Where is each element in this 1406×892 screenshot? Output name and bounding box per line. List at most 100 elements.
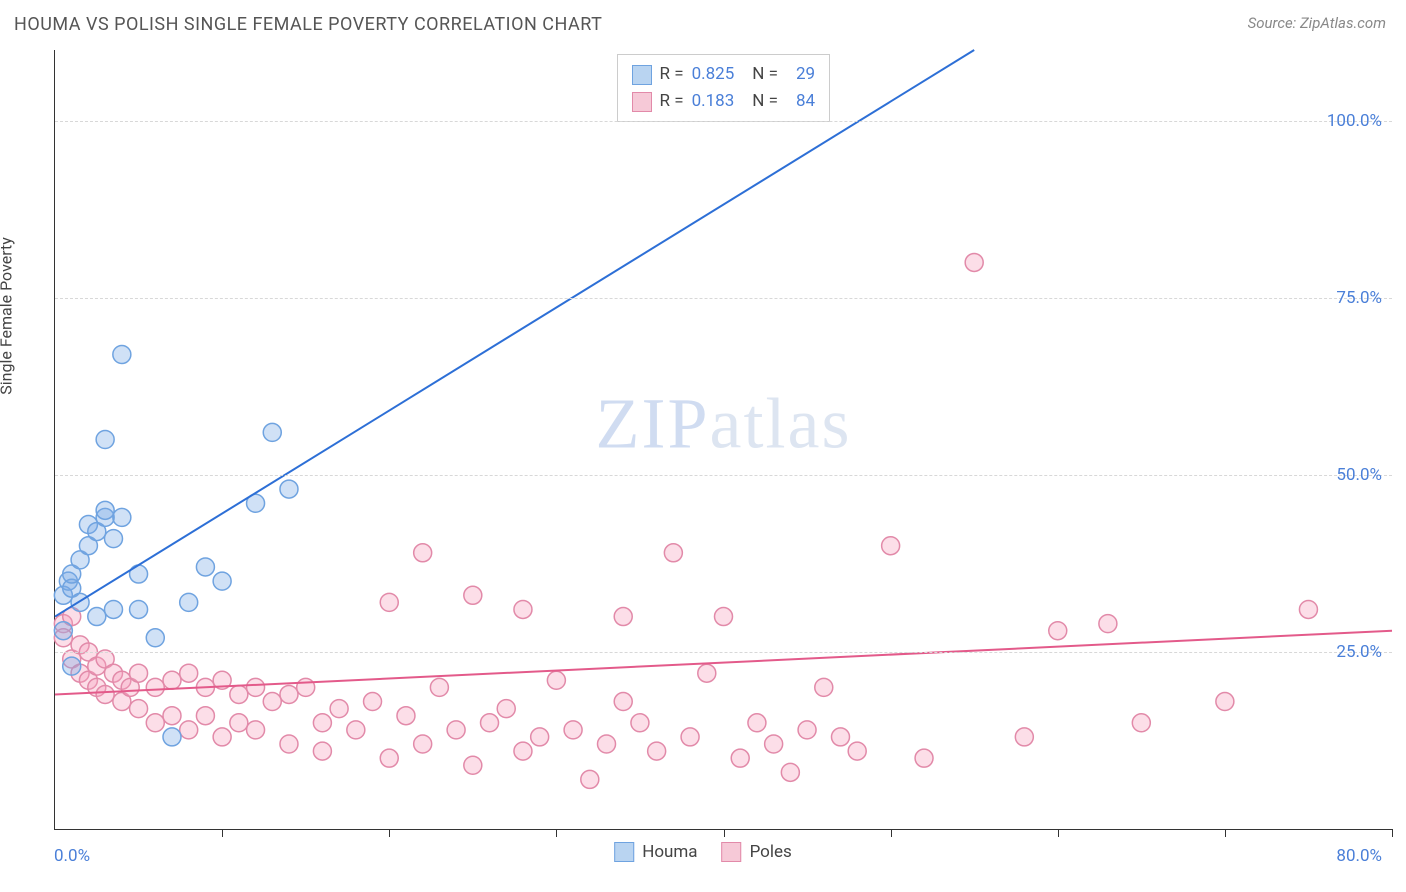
- data-point: [430, 678, 448, 696]
- swatch-houma: [632, 65, 652, 85]
- data-point: [230, 714, 248, 732]
- swatch-icon: [614, 842, 634, 862]
- data-point: [531, 728, 549, 746]
- legend-label: Poles: [750, 842, 792, 862]
- x-tick: [891, 829, 892, 837]
- data-point: [180, 593, 198, 611]
- data-point: [598, 735, 616, 753]
- x-tick: [389, 829, 390, 837]
- data-point: [96, 685, 114, 703]
- data-point: [230, 685, 248, 703]
- data-point: [965, 253, 983, 271]
- data-point: [96, 431, 114, 449]
- data-point: [514, 600, 532, 618]
- n-value-houma: 29: [796, 61, 815, 88]
- data-point: [882, 537, 900, 555]
- plot-area: ZIPatlas R = 0.825 N = 29 R = 0.183 N = …: [54, 50, 1392, 830]
- data-point: [614, 693, 632, 711]
- y-tick-label: 75.0%: [1336, 288, 1382, 308]
- gridline: [55, 121, 1392, 122]
- data-point: [481, 714, 499, 732]
- data-point: [180, 664, 198, 682]
- data-point: [313, 714, 331, 732]
- data-point: [547, 671, 565, 689]
- data-point: [364, 693, 382, 711]
- data-point: [414, 544, 432, 562]
- data-point: [447, 721, 465, 739]
- data-point: [464, 756, 482, 774]
- data-point: [146, 629, 164, 647]
- data-point: [380, 749, 398, 767]
- x-tick: [1058, 829, 1059, 837]
- data-point: [54, 622, 72, 640]
- swatch-icon: [722, 842, 742, 862]
- data-point: [330, 700, 348, 718]
- data-point: [313, 742, 331, 760]
- data-point: [815, 678, 833, 696]
- data-point: [196, 707, 214, 725]
- legend-row-houma: R = 0.825 N = 29: [632, 61, 816, 88]
- r-value-houma: 0.825: [692, 61, 735, 88]
- data-point: [514, 742, 532, 760]
- data-point: [715, 608, 733, 626]
- data-point: [213, 728, 231, 746]
- y-axis-label: Single Female Poverty: [0, 237, 16, 395]
- data-point: [731, 749, 749, 767]
- data-point: [380, 593, 398, 611]
- r-value-poles: 0.183: [692, 88, 735, 115]
- trend-line: [55, 50, 974, 617]
- data-point: [104, 530, 122, 548]
- x-tick: [724, 829, 725, 837]
- gridline: [55, 475, 1392, 476]
- data-point: [1015, 728, 1033, 746]
- data-point: [781, 763, 799, 781]
- chart-title: HOUMA VS POLISH SINGLE FEMALE POVERTY CO…: [14, 14, 602, 35]
- data-point: [497, 700, 515, 718]
- data-point: [263, 693, 281, 711]
- y-tick-label: 100.0%: [1327, 111, 1382, 131]
- data-point: [464, 586, 482, 604]
- source-label: Source: ZipAtlas.com: [1248, 14, 1386, 32]
- data-point: [1049, 622, 1067, 640]
- data-point: [280, 685, 298, 703]
- data-point: [146, 714, 164, 732]
- data-point: [681, 728, 699, 746]
- data-point: [297, 678, 315, 696]
- data-point: [414, 735, 432, 753]
- data-point: [664, 544, 682, 562]
- data-point: [347, 721, 365, 739]
- gridline: [55, 298, 1392, 299]
- data-point: [63, 657, 81, 675]
- data-point: [748, 714, 766, 732]
- data-point: [247, 678, 265, 696]
- data-point: [213, 572, 231, 590]
- data-point: [765, 735, 783, 753]
- data-point: [848, 742, 866, 760]
- data-point: [113, 346, 131, 364]
- data-point: [831, 728, 849, 746]
- data-point: [280, 735, 298, 753]
- x-axis-max-label: 80.0%: [1336, 846, 1382, 866]
- data-point: [130, 664, 148, 682]
- data-point: [104, 600, 122, 618]
- data-point: [163, 728, 181, 746]
- correlation-legend: R = 0.825 N = 29 R = 0.183 N = 84: [617, 54, 831, 122]
- data-point: [130, 700, 148, 718]
- data-point: [196, 558, 214, 576]
- y-tick-label: 25.0%: [1336, 642, 1382, 662]
- x-tick: [556, 829, 557, 837]
- data-point: [280, 480, 298, 498]
- y-tick-label: 50.0%: [1336, 465, 1382, 485]
- data-point: [163, 707, 181, 725]
- data-point: [180, 721, 198, 739]
- data-point: [1132, 714, 1150, 732]
- data-point: [96, 501, 114, 519]
- bottom-legend: Houma Poles: [614, 842, 792, 862]
- swatch-poles: [632, 92, 652, 112]
- data-point: [614, 608, 632, 626]
- legend-row-poles: R = 0.183 N = 84: [632, 88, 816, 115]
- data-point: [915, 749, 933, 767]
- data-point: [798, 721, 816, 739]
- data-point: [113, 508, 131, 526]
- data-point: [564, 721, 582, 739]
